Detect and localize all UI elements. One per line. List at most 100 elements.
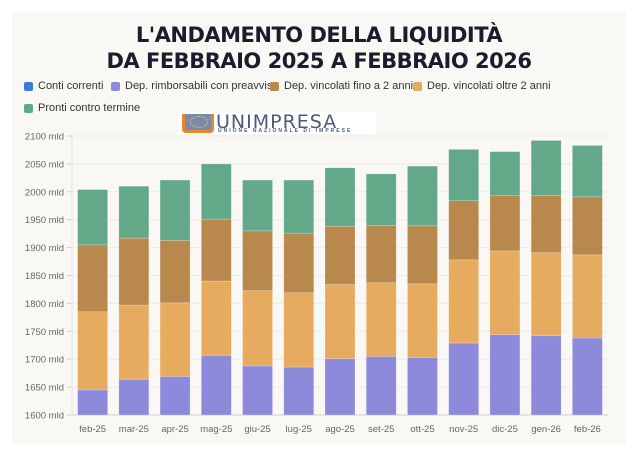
x-tick-label: gen-26 — [531, 424, 561, 435]
bar-segment-dep-vincolati-fino-a-2-anni — [407, 225, 438, 285]
y-tick-label: 2050 mld — [25, 159, 64, 170]
bar-segment-dep-rimborsabili-con-preavviso — [242, 365, 273, 416]
bar-segment-dep-vincolati-oltre-2-anni — [77, 311, 108, 391]
y-tick-label: 1650 mld — [25, 383, 64, 394]
y-tick-label: 1950 mld — [25, 215, 64, 226]
bar-segment-dep-vincolati-fino-a-2-anni — [118, 237, 150, 306]
bar-segment-dep-vincolati-fino-a-2-anni — [283, 232, 315, 294]
eu-flag-icon — [182, 114, 214, 133]
legend-item-dep-vincolati-oltre-2[interactable]: Dep. vincolati oltre 2 anni — [413, 80, 551, 92]
bar-segment-dep-vincolati-oltre-2-anni — [489, 250, 521, 335]
y-tick-label: 1750 mld — [25, 327, 64, 338]
legend-label: Dep. vincolati fino a 2 anni — [284, 80, 414, 92]
bar-segment-dep-vincolati-fino-a-2-anni — [448, 200, 479, 261]
bar-segment-dep-vincolati-oltre-2-anni — [242, 290, 273, 367]
legend-item-dep-vincolati-fino-2[interactable]: Dep. vincolati fino a 2 anni — [270, 80, 413, 92]
bar-segment-dep-rimborsabili-con-preavviso — [283, 366, 315, 416]
bar-segment-dep-vincolati-oltre-2-anni — [324, 284, 356, 359]
bar-segment-dep-rimborsabili-con-preavviso — [530, 335, 562, 416]
bar-segment-dep-rimborsabili-con-preavviso — [407, 357, 438, 416]
bar-segment-pronti-contro-termine — [489, 151, 521, 197]
bar-segment-pronti-contro-termine — [448, 149, 479, 202]
bar-segment-pronti-contro-termine — [77, 189, 108, 246]
bar-segment-pronti-contro-termine — [530, 140, 562, 197]
bar-segment-dep-vincolati-oltre-2-anni — [407, 283, 438, 358]
bar-segment-dep-vincolati-fino-a-2-anni — [365, 224, 397, 284]
legend-swatch-icon — [270, 81, 279, 91]
bar-segment-dep-rimborsabili-con-preavviso — [201, 354, 232, 416]
legend-swatch-icon — [111, 81, 120, 91]
x-tick-label: apr-25 — [161, 424, 188, 435]
title-line-2: DA FEBBRAIO 2025 A FEBBRAIO 2026 — [106, 49, 532, 73]
legend-swatch-icon — [24, 103, 33, 113]
chart-card: L'ANDAMENTO DELLA LIQUIDITÀ DA FEBBRAIO … — [12, 12, 626, 444]
bar-segment-dep-vincolati-oltre-2-anni — [365, 282, 397, 357]
bar-segment-dep-vincolati-oltre-2-anni — [530, 252, 562, 337]
x-tick-label: giu-25 — [244, 424, 270, 435]
bar-segment-dep-vincolati-oltre-2-anni — [118, 304, 150, 380]
bar-segment-pronti-contro-termine — [159, 179, 191, 241]
bar-segment-dep-rimborsabili-con-preavviso — [365, 356, 397, 416]
bar-segment-pronti-contro-termine — [242, 179, 273, 232]
y-tick-label: 1850 mld — [25, 271, 64, 282]
y-tick-label: 1700 mld — [25, 355, 64, 366]
x-tick-label: lug-25 — [286, 424, 312, 435]
bar-segment-pronti-contro-termine — [324, 167, 356, 227]
bar-segment-dep-vincolati-oltre-2-anni — [572, 254, 603, 339]
y-tick-label: 1600 mld — [25, 411, 64, 422]
legend-label: Pronti contro termine — [38, 102, 141, 114]
bar-segment-dep-rimborsabili-con-preavviso — [118, 378, 150, 416]
bar-segment-pronti-contro-termine — [407, 165, 438, 227]
bar-segment-dep-vincolati-fino-a-2-anni — [572, 196, 603, 256]
legend-label: Dep. rimborsabili con preavviso — [125, 80, 279, 92]
bar-segment-pronti-contro-termine — [118, 185, 150, 239]
x-tick-label: mag-25 — [200, 424, 232, 435]
bar-segment-dep-vincolati-fino-a-2-anni — [530, 195, 562, 253]
legend-label: Conti correnti — [38, 80, 104, 92]
legend-label: Dep. vincolati oltre 2 anni — [427, 80, 551, 92]
bar-segment-pronti-contro-termine — [201, 163, 232, 220]
bar-segment-dep-vincolati-fino-a-2-anni — [77, 244, 108, 313]
bar-segment-dep-rimborsabili-con-preavviso — [572, 337, 603, 416]
bar-segment-dep-vincolati-oltre-2-anni — [201, 280, 232, 356]
x-tick-label: ago-25 — [325, 424, 355, 435]
x-tick-label: nov-25 — [449, 424, 478, 435]
title-line-1: L'ANDAMENTO DELLA LIQUIDITÀ — [135, 23, 503, 47]
legend-item-dep-rimborsabili[interactable]: Dep. rimborsabili con preavviso — [111, 80, 278, 92]
bar-segment-dep-vincolati-oltre-2-anni — [159, 302, 191, 377]
bar-segment-dep-vincolati-oltre-2-anni — [448, 259, 479, 344]
bar-segment-dep-vincolati-oltre-2-anni — [283, 292, 315, 368]
logo-name: UNIMPRESA — [216, 111, 338, 133]
x-tick-label: feb-25 — [79, 424, 106, 435]
x-tick-label: set-25 — [368, 424, 394, 435]
x-tick-label: dic-25 — [492, 424, 518, 435]
y-tick-label: 2000 mld — [25, 187, 64, 198]
bar-segment-dep-vincolati-fino-a-2-anni — [489, 195, 521, 252]
x-tick-label: mar-25 — [119, 424, 149, 435]
legend-swatch-icon — [413, 81, 422, 91]
y-tick-label: 1800 mld — [25, 299, 64, 310]
bar-segment-pronti-contro-termine — [572, 145, 603, 198]
bar-segment-dep-vincolati-fino-a-2-anni — [324, 226, 356, 285]
y-tick-label: 1900 mld — [25, 243, 64, 254]
bar-segment-dep-vincolati-fino-a-2-anni — [242, 230, 273, 291]
bar-segment-dep-vincolati-fino-a-2-anni — [201, 218, 232, 282]
y-tick-label: 2100 mld — [25, 132, 64, 143]
bar-segment-pronti-contro-termine — [283, 179, 315, 234]
x-tick-label: ott-25 — [410, 424, 434, 435]
chart-title: L'ANDAMENTO DELLA LIQUIDITÀ DA FEBBRAIO … — [12, 22, 626, 74]
bar-segment-dep-rimborsabili-con-preavviso — [489, 334, 521, 416]
legend-item-conti-correnti[interactable]: Conti correnti — [24, 80, 103, 92]
legend-swatch-icon — [24, 81, 33, 91]
bar-segment-dep-rimborsabili-con-preavviso — [448, 342, 479, 416]
bar-segment-pronti-contro-termine — [365, 173, 397, 226]
unimpresa-logo: UNIMPRESA UNIONE NAZIONALE DI IMPRESE — [178, 111, 376, 134]
x-tick-label: feb-26 — [574, 424, 601, 435]
bar-segment-dep-vincolati-fino-a-2-anni — [159, 240, 191, 304]
legend-item-pronti-contro-termine[interactable]: Pronti contro termine — [24, 102, 140, 114]
bar-segment-dep-rimborsabili-con-preavviso — [324, 358, 356, 416]
bar-segment-dep-rimborsabili-con-preavviso — [159, 376, 191, 416]
logo-subtitle: UNIONE NAZIONALE DI IMPRESE — [218, 128, 353, 134]
bar-segment-dep-rimborsabili-con-preavviso — [77, 389, 108, 416]
